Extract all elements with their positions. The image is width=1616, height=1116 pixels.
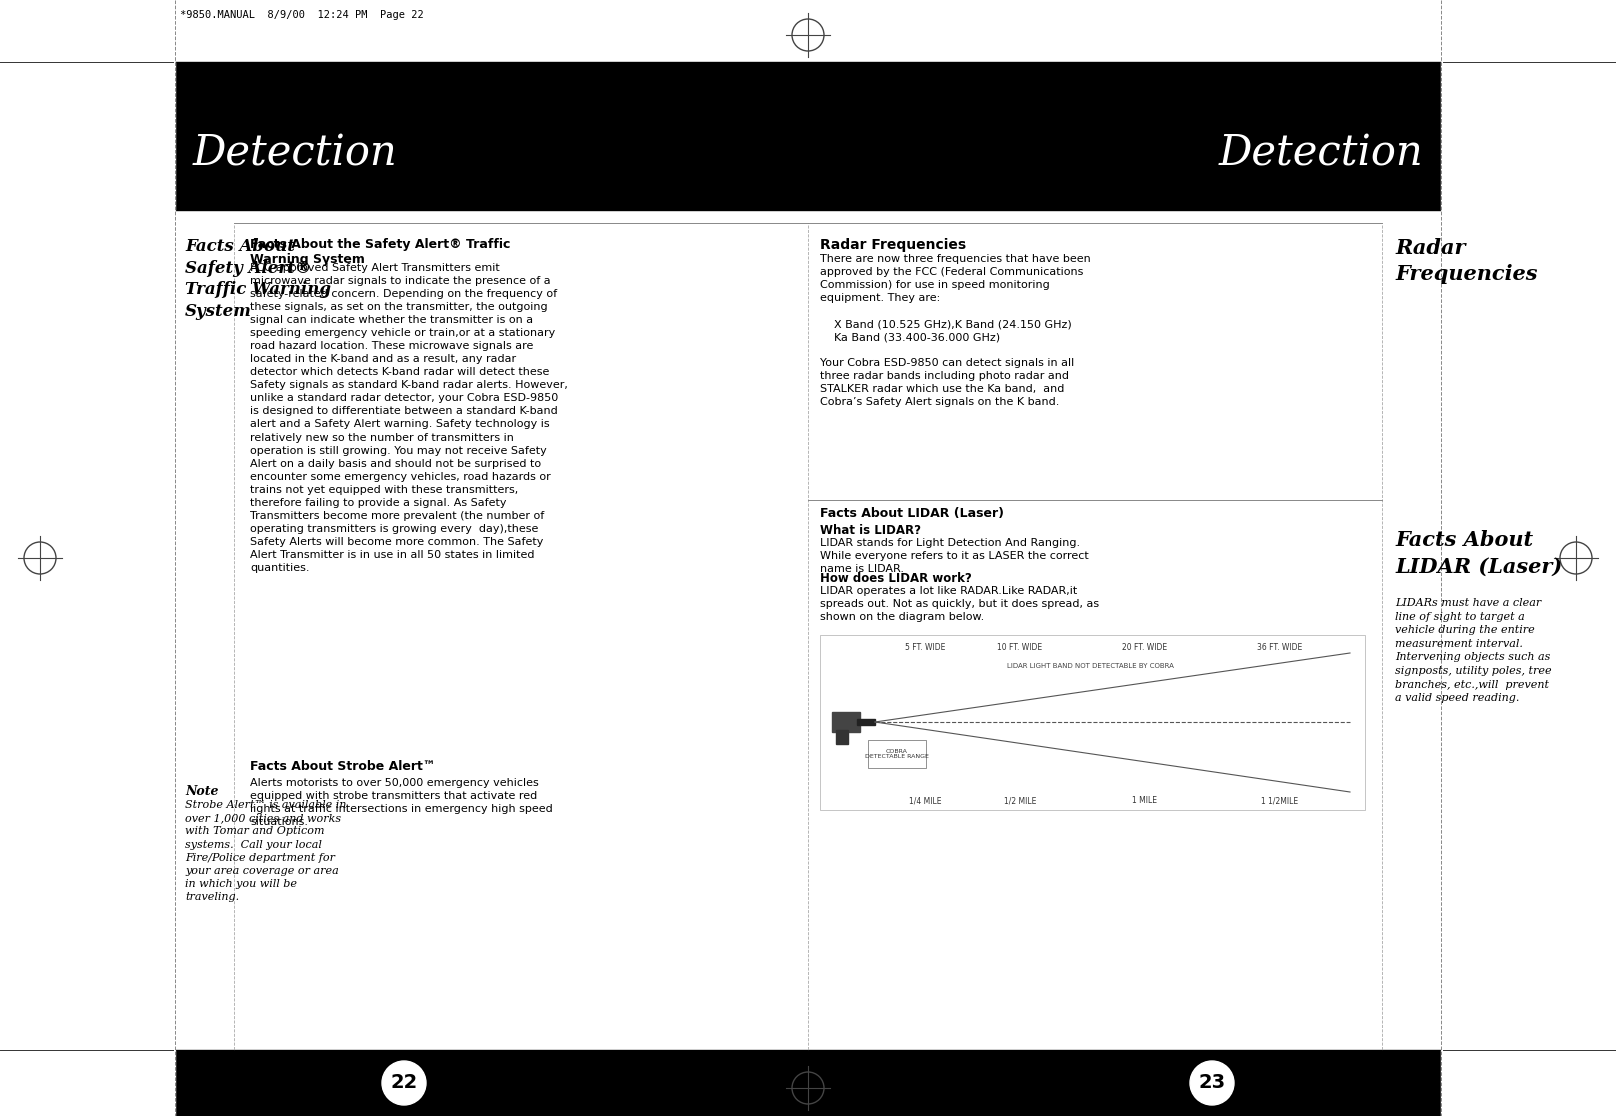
Bar	[835, 730, 848, 744]
Text: Note: Note	[184, 785, 218, 798]
Text: Strobe Alert™ is available in
over 1,000 cities and works
with Tomar and Opticom: Strobe Alert™ is available in over 1,000…	[184, 800, 346, 903]
Bar	[175, 62, 1441, 210]
Bar	[1441, 62, 1616, 210]
Bar	[832, 712, 860, 732]
Text: Alerts motorists to over 50,000 emergency vehicles
equipped with strobe transmit: Alerts motorists to over 50,000 emergenc…	[250, 778, 553, 827]
Text: COBRA
DETECTABLE RANGE: COBRA DETECTABLE RANGE	[865, 749, 929, 759]
Text: Facts About
LIDAR (Laser): Facts About LIDAR (Laser)	[1395, 530, 1563, 576]
Text: There are now three frequencies that have been
approved by the FCC (Federal Comm: There are now three frequencies that hav…	[819, 254, 1091, 407]
Text: LIDARs must have a clear
line of sight to target a
vehicle during the entire
mea: LIDARs must have a clear line of sight t…	[1395, 598, 1551, 703]
Text: LIDAR LIGHT BAND NOT DETECTABLE BY COBRA: LIDAR LIGHT BAND NOT DETECTABLE BY COBRA	[1007, 663, 1173, 668]
Text: 22: 22	[391, 1074, 417, 1093]
Text: 20 FT. WIDE: 20 FT. WIDE	[1123, 643, 1168, 652]
Text: Radar Frequencies: Radar Frequencies	[819, 238, 966, 252]
Bar	[856, 719, 874, 725]
Bar	[0, 62, 175, 210]
Text: Facts About LIDAR (Laser): Facts About LIDAR (Laser)	[819, 507, 1004, 520]
Text: Detection: Detection	[192, 133, 398, 175]
Text: Facts About
Safety Alert®
Traffic Warning
System: Facts About Safety Alert® Traffic Warnin…	[184, 238, 331, 319]
Text: LIDAR operates a lot like RADAR.Like RADAR,it
spreads out. Not as quickly, but i: LIDAR operates a lot like RADAR.Like RAD…	[819, 586, 1099, 622]
Bar	[175, 1050, 1441, 1116]
Bar	[1441, 1050, 1616, 1116]
Text: *9850.MANUAL  8/9/00  12:24 PM  Page 22: *9850.MANUAL 8/9/00 12:24 PM Page 22	[179, 10, 423, 20]
Text: 1 1/2MILE: 1 1/2MILE	[1262, 796, 1299, 805]
Text: What is LIDAR?: What is LIDAR?	[819, 525, 921, 537]
Text: Facts About Strobe Alert™: Facts About Strobe Alert™	[250, 760, 435, 773]
Text: 5 FT. WIDE: 5 FT. WIDE	[905, 643, 945, 652]
Text: 10 FT. WIDE: 10 FT. WIDE	[997, 643, 1042, 652]
Bar	[0, 1050, 175, 1116]
Text: Detection: Detection	[1218, 133, 1424, 175]
Circle shape	[381, 1061, 427, 1105]
Circle shape	[1189, 1061, 1235, 1105]
Text: FCC-approved Safety Alert Transmitters emit
microwave radar signals to indicate : FCC-approved Safety Alert Transmitters e…	[250, 263, 567, 573]
Text: 1/2 MILE: 1/2 MILE	[1004, 796, 1036, 805]
Text: 1/4 MILE: 1/4 MILE	[908, 796, 941, 805]
Text: How does LIDAR work?: How does LIDAR work?	[819, 573, 971, 585]
Bar	[819, 635, 1366, 810]
Text: 23: 23	[1199, 1074, 1225, 1093]
Text: Radar
Frequencies: Radar Frequencies	[1395, 238, 1537, 285]
Bar	[868, 740, 926, 768]
Text: LIDAR stands for Light Detection And Ranging.
While everyone refers to it as LAS: LIDAR stands for Light Detection And Ran…	[819, 538, 1089, 574]
Text: 1 MILE: 1 MILE	[1133, 796, 1157, 805]
Text: 36 FT. WIDE: 36 FT. WIDE	[1257, 643, 1302, 652]
Text: Facts About the Safety Alert® Traffic
Warning System: Facts About the Safety Alert® Traffic Wa…	[250, 238, 511, 266]
